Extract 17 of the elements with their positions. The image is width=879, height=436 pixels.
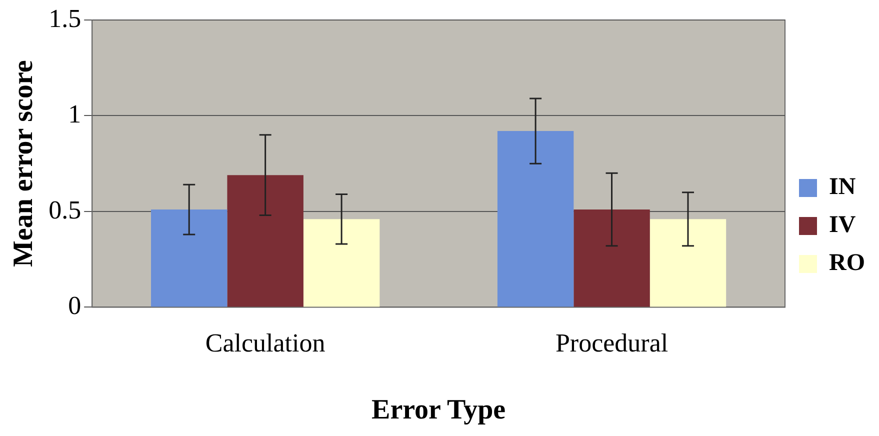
legend-label: IV xyxy=(829,212,856,238)
bar xyxy=(497,131,574,307)
legend-label: IN xyxy=(829,174,856,200)
legend-label: RO xyxy=(829,250,865,276)
y-tick-label: 0 xyxy=(68,291,82,320)
bar xyxy=(574,210,650,307)
x-axis-title: Error Type xyxy=(372,394,506,426)
y-tick-label: 0.5 xyxy=(48,195,82,224)
y-tick-label: 1 xyxy=(68,100,82,129)
y-axis-title: Mean error score xyxy=(8,60,40,268)
bar xyxy=(227,175,304,307)
x-tick-label: Calculation xyxy=(205,328,326,358)
y-tick-label: 1.5 xyxy=(48,4,82,33)
bar xyxy=(650,219,726,307)
x-tick-label: Procedural xyxy=(555,328,668,358)
bar xyxy=(150,210,228,307)
bar xyxy=(303,219,380,307)
